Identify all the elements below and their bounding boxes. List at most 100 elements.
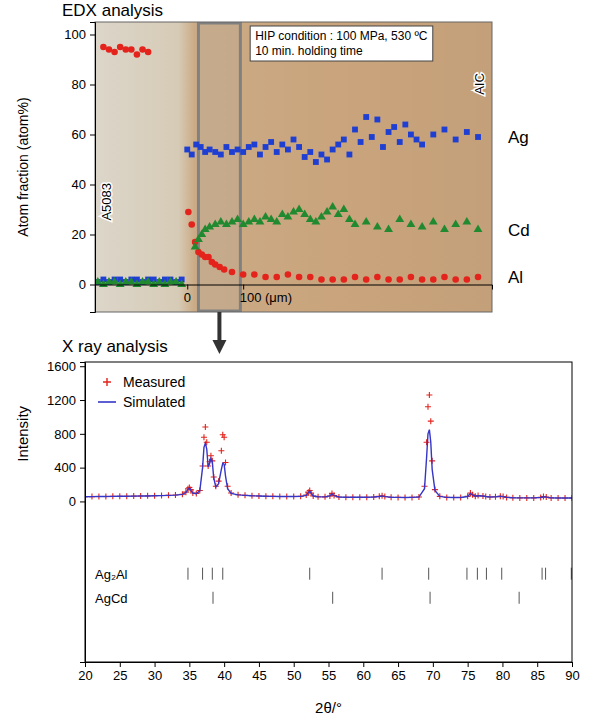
x-tick-label: 60	[357, 668, 371, 683]
data-point	[307, 274, 314, 281]
y-tick: 800	[54, 426, 85, 441]
data-point	[117, 44, 124, 51]
data-point	[329, 276, 336, 283]
data-point	[145, 49, 152, 56]
y-tick: 100	[64, 27, 95, 42]
x-tick-mark	[155, 662, 156, 667]
x-tick-label: 85	[530, 668, 544, 683]
data-point	[267, 214, 276, 222]
x-tick-mark	[120, 662, 121, 667]
data-point	[464, 129, 470, 135]
data-point	[177, 279, 186, 287]
data-point	[369, 134, 375, 140]
figure: 0204060801000100 (μm)EDX analysisAtom fr…	[0, 0, 592, 726]
data-point	[144, 277, 153, 285]
data-point	[216, 217, 225, 225]
y-tick: 400	[54, 460, 85, 475]
x-tick: 60	[357, 662, 371, 683]
data-point	[419, 276, 426, 283]
y-tick: 40	[72, 177, 95, 192]
data-point	[475, 134, 481, 140]
x-tick: 75	[461, 662, 475, 683]
phase-tick	[501, 568, 502, 580]
x-tick: 45	[252, 662, 266, 683]
y-tick-mark	[80, 468, 85, 469]
phase-tick	[519, 592, 520, 604]
x-tick-label: 55	[322, 668, 336, 683]
y-tick-mark	[80, 400, 85, 401]
data-point	[464, 276, 471, 283]
data-point	[363, 276, 370, 283]
data-point	[425, 404, 431, 410]
data-point	[291, 137, 297, 143]
x-tick-mark	[433, 662, 434, 667]
x-tick: 0	[184, 285, 191, 305]
data-point	[339, 204, 348, 212]
data-point	[263, 144, 269, 150]
phase-tick	[212, 568, 213, 580]
data-point	[362, 217, 371, 225]
data-point	[296, 144, 302, 150]
x-tick: 90	[565, 662, 579, 683]
annotation: HIP condition : 100 MPa, 530 ºC10 min. h…	[250, 26, 433, 61]
x-tick-mark	[363, 662, 364, 667]
data-point	[235, 147, 241, 153]
y-tick-label: 80	[72, 77, 86, 92]
series-label: Al	[508, 268, 523, 287]
x-tick-mark	[502, 662, 503, 667]
data-point	[414, 137, 420, 143]
data-point	[358, 139, 364, 145]
y-tick-label: 1200	[47, 393, 76, 408]
x-tick-mark	[468, 662, 469, 667]
x-tick: 35	[183, 662, 197, 683]
data-point	[212, 149, 218, 155]
y-tick: 20	[72, 227, 95, 242]
chart-title: EDX analysis	[62, 1, 163, 20]
annotation-box	[250, 26, 433, 61]
phase-tick	[309, 568, 310, 580]
x-tick-mark	[85, 662, 86, 667]
data-point	[246, 144, 252, 150]
data-point	[185, 209, 192, 216]
y-tick-mark	[80, 501, 85, 502]
y-axis-line	[90, 23, 96, 313]
data-point	[268, 139, 274, 145]
data-point	[429, 217, 438, 225]
x-tick: 100 (μm)	[240, 285, 292, 305]
y-tick-mark	[90, 35, 95, 36]
x-tick: 30	[148, 662, 162, 683]
x-tick-label: 50	[287, 668, 301, 683]
data-point	[261, 212, 270, 220]
x-axis-title: 2θ/°	[315, 699, 342, 716]
x-tick-label: 65	[391, 668, 405, 683]
data-point	[274, 149, 280, 155]
data-point	[341, 137, 347, 143]
x-tick-mark	[189, 662, 190, 667]
x-axis: 0 100 (μm)	[96, 285, 493, 305]
data-point	[428, 418, 434, 424]
data-point	[330, 147, 336, 153]
y-tick-label: 40	[72, 177, 86, 192]
y-axis-title: Intensity	[14, 405, 31, 461]
data-point	[229, 269, 236, 276]
data-point	[229, 149, 235, 155]
arrow-head	[212, 340, 226, 354]
data-point	[386, 129, 392, 135]
data-point	[391, 124, 397, 130]
phase-tick	[202, 568, 203, 580]
data-point	[341, 276, 348, 283]
data-point	[184, 147, 190, 153]
phase-tick	[428, 568, 429, 580]
data-point	[426, 392, 432, 398]
plot-area	[95, 23, 482, 311]
data-point	[202, 424, 208, 430]
x-tick: 50	[287, 662, 301, 683]
plot-background	[85, 362, 572, 662]
data-point	[251, 271, 258, 278]
data-point	[302, 154, 308, 160]
y-tick: 0	[69, 494, 85, 509]
data-point	[373, 222, 382, 230]
data-point	[273, 274, 280, 281]
y-tick: 80	[72, 77, 95, 92]
plot-frame	[85, 362, 572, 662]
